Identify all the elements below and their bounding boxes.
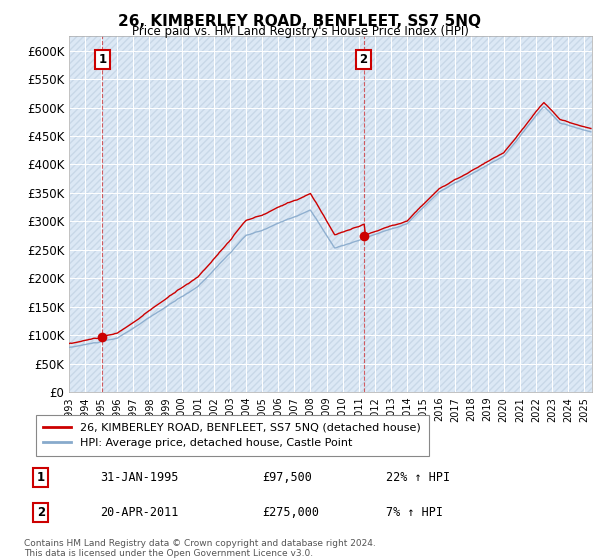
Text: 1: 1: [37, 471, 45, 484]
Text: 22% ↑ HPI: 22% ↑ HPI: [386, 471, 451, 484]
Text: Contains HM Land Registry data © Crown copyright and database right 2024.: Contains HM Land Registry data © Crown c…: [24, 539, 376, 548]
Text: £275,000: £275,000: [262, 506, 319, 519]
Text: 2: 2: [359, 53, 368, 66]
Text: 1: 1: [98, 53, 107, 66]
Text: 31-JAN-1995: 31-JAN-1995: [100, 471, 179, 484]
Text: This data is licensed under the Open Government Licence v3.0.: This data is licensed under the Open Gov…: [24, 549, 313, 558]
Text: 20-APR-2011: 20-APR-2011: [100, 506, 179, 519]
Text: 7% ↑ HPI: 7% ↑ HPI: [386, 506, 443, 519]
Text: Price paid vs. HM Land Registry's House Price Index (HPI): Price paid vs. HM Land Registry's House …: [131, 25, 469, 38]
Text: 2: 2: [37, 506, 45, 519]
Text: £97,500: £97,500: [262, 471, 312, 484]
Text: 26, KIMBERLEY ROAD, BENFLEET, SS7 5NQ: 26, KIMBERLEY ROAD, BENFLEET, SS7 5NQ: [119, 14, 482, 29]
Legend: 26, KIMBERLEY ROAD, BENFLEET, SS7 5NQ (detached house), HPI: Average price, deta: 26, KIMBERLEY ROAD, BENFLEET, SS7 5NQ (d…: [35, 415, 428, 456]
